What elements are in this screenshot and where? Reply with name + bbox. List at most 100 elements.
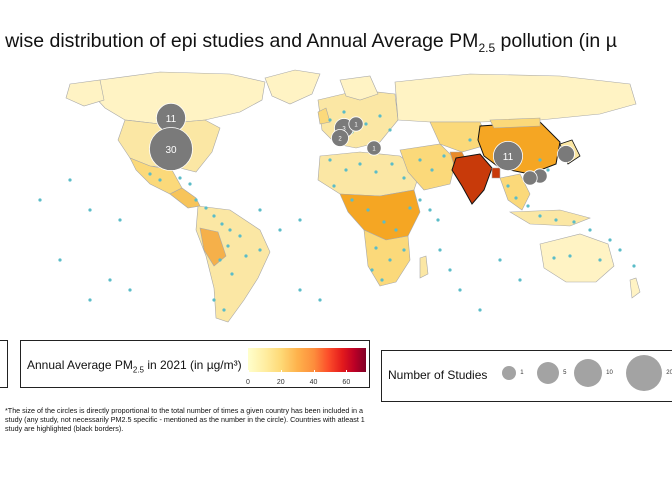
study-circle-count: 1 — [354, 123, 358, 129]
station-dot — [194, 198, 198, 202]
station-dot — [230, 272, 234, 276]
station-dot — [608, 238, 612, 242]
station-dot — [374, 246, 378, 250]
station-dot — [238, 234, 242, 238]
studies-legend-label: 1 — [520, 370, 524, 376]
station-dot — [430, 168, 434, 172]
station-dot — [178, 176, 182, 180]
station-dot — [538, 214, 542, 218]
pm-tick-label: 0 — [246, 379, 250, 386]
study-circle-count: 2 — [338, 137, 342, 143]
pm-tick-mark — [346, 370, 348, 373]
land-alaska — [65, 79, 105, 107]
station-dot — [598, 258, 602, 262]
station-dot — [390, 162, 394, 166]
station-dot — [436, 218, 440, 222]
station-dot — [228, 228, 232, 232]
station-dot — [128, 288, 132, 292]
study-circle — [557, 145, 575, 163]
station-dot — [514, 196, 518, 200]
studies-legend-label: 10 — [606, 370, 613, 376]
station-dot — [468, 138, 472, 142]
pm-legend-title: Annual Average PM2.5 in 2021 (in µg/m³) — [27, 358, 242, 375]
station-dot — [408, 206, 412, 210]
station-dot — [364, 122, 368, 126]
land-greenland — [264, 69, 321, 105]
station-dot — [212, 298, 216, 302]
station-dot — [538, 158, 542, 162]
land-central-asia — [429, 121, 491, 153]
land-russia — [394, 73, 637, 123]
station-dot — [394, 228, 398, 232]
pm-tick-label: 60 — [342, 379, 351, 386]
pm-tick-label: 40 — [309, 379, 318, 386]
studies-legend-label: 5 — [563, 370, 567, 376]
study-circle — [366, 140, 382, 156]
studies-legend-label: 20 — [666, 370, 672, 376]
station-dot — [380, 278, 384, 282]
station-dot — [358, 162, 362, 166]
studies-legend-title: Number of Studies — [388, 368, 488, 382]
station-dot — [374, 170, 378, 174]
station-dot — [442, 154, 446, 158]
station-dot — [546, 168, 550, 172]
study-circle-count: 30 — [165, 145, 177, 156]
land-uk — [317, 107, 331, 125]
land-new-zealand — [629, 277, 641, 299]
studies-legend-circle — [536, 361, 560, 385]
studies-legend-circle — [625, 354, 663, 392]
station-dot — [58, 258, 62, 262]
station-dot — [418, 158, 422, 162]
station-dot — [222, 308, 226, 312]
station-dot — [258, 208, 262, 212]
station-dot — [618, 248, 622, 252]
study-circle — [149, 127, 193, 171]
station-dot — [298, 288, 302, 292]
studies-legend-circle — [573, 358, 603, 388]
station-dot — [38, 198, 42, 202]
pm-tick-label: 20 — [276, 379, 285, 386]
station-dot — [388, 258, 392, 262]
station-dot — [318, 298, 322, 302]
land-mongolia — [489, 117, 541, 129]
station-dot — [158, 178, 162, 182]
station-dot — [148, 172, 152, 176]
station-dot — [212, 214, 216, 218]
land-scandinavia — [339, 75, 379, 101]
study-circle-count: 11 — [503, 152, 514, 163]
station-dot — [68, 178, 72, 182]
pm-tick-mark — [313, 370, 315, 373]
pm-legend: Annual Average PM2.5 in 2021 (in µg/m³) … — [20, 340, 370, 388]
land-india — [451, 153, 493, 205]
station-dot — [402, 176, 406, 180]
land-southeast-asia — [499, 173, 531, 211]
study-circle — [331, 129, 349, 147]
station-dot — [278, 228, 282, 232]
station-dot — [226, 244, 230, 248]
study-circle — [492, 140, 524, 172]
pm-tick-mark — [248, 370, 249, 373]
land-central-america — [169, 187, 201, 209]
station-dot — [388, 128, 392, 132]
station-dot — [518, 278, 522, 282]
station-dot — [342, 110, 346, 114]
station-dot — [382, 220, 386, 224]
land-southern-africa — [363, 229, 411, 287]
station-dot — [218, 258, 222, 262]
land-canada — [91, 71, 266, 125]
station-dot — [220, 222, 224, 226]
station-dot — [118, 218, 122, 222]
station-dot — [506, 184, 510, 188]
station-dot — [188, 182, 192, 186]
land-south-america — [195, 205, 271, 323]
station-dot — [588, 228, 592, 232]
pm-color-scale — [248, 348, 366, 372]
chart-title: try wise distribution of epi studies and… — [0, 30, 617, 55]
station-dot — [402, 248, 406, 252]
station-dot — [526, 204, 530, 208]
study-circle-count: 11 — [166, 114, 177, 125]
station-dot — [448, 268, 452, 272]
station-dot — [554, 218, 558, 222]
station-dot — [428, 208, 432, 212]
